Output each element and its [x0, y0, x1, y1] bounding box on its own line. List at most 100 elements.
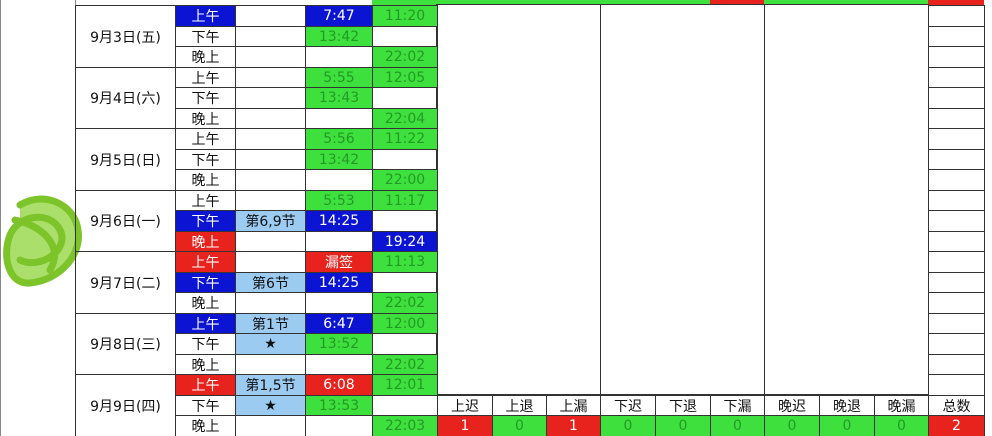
stats-area [764, 4, 929, 395]
note-cell: 第6,9节 [235, 210, 306, 232]
total-blank [928, 67, 985, 88]
time-out: 22:04 [372, 108, 438, 129]
time-out: 22:02 [372, 46, 438, 68]
time-in [305, 415, 373, 436]
note-cell [235, 169, 306, 191]
top-strip [764, 0, 928, 5]
total-blank [928, 169, 985, 191]
note-cell [235, 190, 306, 211]
stat-value: 0 [874, 415, 929, 436]
time-out [372, 26, 438, 47]
total-blank [928, 231, 985, 252]
time-out [372, 395, 438, 416]
total-blank [928, 272, 985, 293]
time-in: 5:53 [305, 190, 373, 211]
time-out: 11:17 [372, 190, 438, 211]
stat-value: 0 [819, 415, 875, 436]
note-cell [235, 5, 306, 27]
note-cell: 第6节 [235, 272, 306, 293]
note-cell [235, 128, 306, 150]
time-in: 13:42 [305, 26, 373, 47]
note-cell: 第1,5节 [235, 374, 306, 396]
time-out [372, 272, 438, 293]
time-in: 7:47 [305, 5, 373, 27]
date-cell: 9月3日(五) [75, 5, 176, 68]
period-label: 下午 [175, 87, 236, 109]
date-cell: 9月4日(六) [75, 67, 176, 129]
time-in: 6:08 [305, 374, 373, 396]
period-label: 上午 [175, 128, 236, 150]
stat-header: 晚迟 [764, 395, 820, 416]
time-in [305, 169, 373, 191]
total-blank [928, 108, 985, 129]
period-label: 晚上 [175, 292, 236, 314]
note-cell [235, 292, 306, 314]
time-in: 13:52 [305, 333, 373, 355]
stat-value: 1 [546, 415, 601, 436]
total-blank [928, 313, 985, 334]
stat-header: 晚退 [819, 395, 875, 416]
note-cell: 第1节 [235, 313, 306, 334]
total-blank [928, 190, 985, 211]
date-cell: 9月9日(四) [75, 374, 176, 436]
total-blank [928, 149, 985, 170]
time-out: 11:22 [372, 128, 438, 150]
top-strip [437, 0, 710, 5]
time-out [372, 333, 438, 355]
total-blank [928, 26, 985, 47]
time-in [305, 292, 373, 314]
period-label: 晚上 [175, 354, 236, 375]
stat-value: 0 [655, 415, 711, 436]
date-cell: 9月6日(一) [75, 190, 176, 252]
time-in [305, 354, 373, 375]
note-cell [235, 26, 306, 47]
time-out: 12:01 [372, 374, 438, 396]
stat-value: 2 [928, 415, 985, 436]
stat-header: 上退 [492, 395, 547, 416]
stat-value: 0 [710, 415, 765, 436]
period-label: 晚上 [175, 231, 236, 252]
note-cell [235, 415, 306, 436]
top-strip [710, 0, 764, 5]
total-blank [928, 333, 985, 355]
time-out: 12:00 [372, 313, 438, 334]
stat-value: 1 [437, 415, 493, 436]
note-cell: ★ [235, 333, 306, 355]
note-cell [235, 149, 306, 170]
stats-area [436, 4, 601, 395]
scribble [3, 195, 82, 287]
total-blank [928, 128, 985, 150]
time-out [372, 149, 438, 170]
time-in: 13:43 [305, 87, 373, 109]
time-in: 5:55 [305, 67, 373, 88]
stat-value: 0 [764, 415, 820, 436]
time-in: 13:42 [305, 149, 373, 170]
note-cell [235, 251, 306, 273]
stats-area [600, 4, 765, 395]
time-in: 漏签 [305, 251, 373, 273]
period-label: 上午 [175, 313, 236, 334]
date-cell: 9月5日(日) [75, 128, 176, 191]
date-cell: 9月7日(二) [75, 251, 176, 314]
time-out: 11:13 [372, 251, 438, 273]
time-out: 22:03 [372, 415, 438, 436]
total-blank [928, 46, 985, 68]
period-label: 下午 [175, 395, 236, 416]
time-in [305, 46, 373, 68]
time-out: 12:05 [372, 67, 438, 88]
note-cell [235, 231, 306, 252]
top-strip [372, 0, 437, 5]
note-cell [235, 67, 306, 88]
period-label: 上午 [175, 374, 236, 396]
note-cell [235, 108, 306, 129]
note-cell [235, 354, 306, 375]
total-blank [928, 292, 985, 314]
period-label: 下午 [175, 149, 236, 170]
time-out: 22:00 [372, 169, 438, 191]
total-blank [928, 374, 985, 396]
time-in: 5:56 [305, 128, 373, 150]
period-label: 上午 [175, 190, 236, 211]
stat-header: 下漏 [710, 395, 765, 416]
note-cell [235, 87, 306, 109]
